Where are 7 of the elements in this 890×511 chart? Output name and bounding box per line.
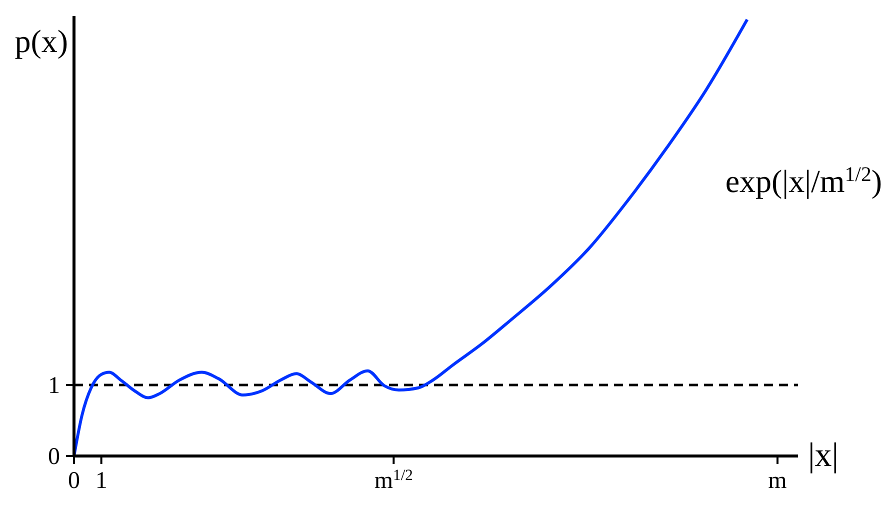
x-tick-label: m$^{1/2}$ — [374, 466, 413, 494]
x-tick-label: 0 — [68, 468, 80, 494]
x-tick-label: m — [768, 468, 788, 494]
x-axis-title: |x| — [808, 437, 839, 474]
annotation: exp(|x|/m$^{1/2}$) — [725, 162, 882, 199]
x-tick-label: 1 — [95, 468, 108, 494]
y-axis-title: p(x) — [14, 23, 68, 59]
